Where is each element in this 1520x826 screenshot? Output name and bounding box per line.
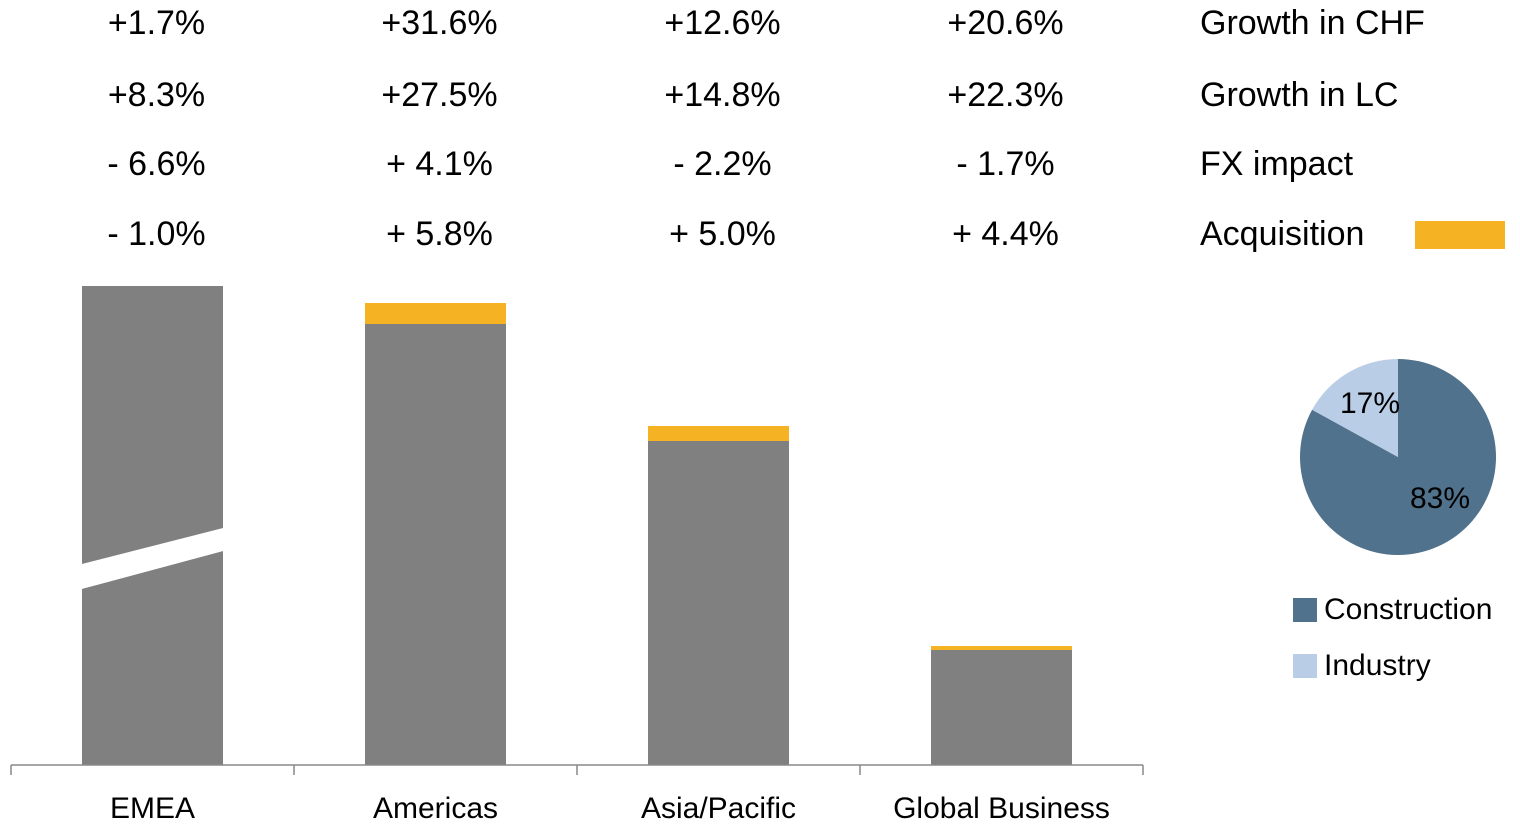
table-cell: - 1.7%: [956, 145, 1054, 183]
x-tick-label: Americas: [373, 792, 498, 825]
legend-label: Industry: [1324, 649, 1431, 682]
x-tick-label: EMEA: [110, 792, 195, 825]
table-cell: + 5.8%: [386, 215, 493, 253]
table-cell: - 2.2%: [673, 145, 771, 183]
legend-swatch: [1293, 654, 1317, 678]
bar-segment: [365, 324, 506, 765]
table-cell: +8.3%: [108, 76, 205, 114]
bar-segment: [365, 303, 506, 324]
table-cell: +1.7%: [108, 4, 205, 42]
table-cell: +20.6%: [947, 4, 1063, 42]
pie-slice: [1299, 359, 1496, 555]
bar-segment: [648, 426, 789, 441]
row-label: Growth in LC: [1200, 76, 1398, 114]
data-label: 83%: [1410, 482, 1470, 515]
table-cell: + 4.4%: [952, 215, 1059, 253]
table-cell: - 1.0%: [107, 215, 205, 253]
table-cell: +22.3%: [947, 76, 1063, 114]
legend-label: Construction: [1324, 593, 1492, 626]
data-label: 17%: [1340, 387, 1400, 420]
table-cell: + 5.0%: [669, 215, 776, 253]
axis-break: [78, 527, 227, 590]
table-cell: - 6.6%: [107, 145, 205, 183]
row-label: FX impact: [1200, 145, 1354, 183]
table-cell: +14.8%: [664, 76, 780, 114]
row-label: Growth in CHF: [1200, 4, 1425, 42]
bar-segment: [648, 441, 789, 765]
legend-label: Acquisition: [1200, 215, 1364, 253]
table-cell: +27.5%: [381, 76, 497, 114]
bar-segment: [931, 650, 1072, 765]
table-cell: +31.6%: [381, 4, 497, 42]
table-cell: +12.6%: [664, 4, 780, 42]
bar-segment: [931, 646, 1072, 650]
x-tick-label: Global Business: [893, 792, 1110, 825]
pie-slice: [1312, 359, 1398, 457]
x-tick-label: Asia/Pacific: [641, 792, 796, 825]
legend-swatch: [1415, 221, 1505, 249]
table-cell: + 4.1%: [386, 145, 493, 183]
legend-swatch: [1293, 598, 1317, 622]
bar-segment: [82, 286, 223, 765]
